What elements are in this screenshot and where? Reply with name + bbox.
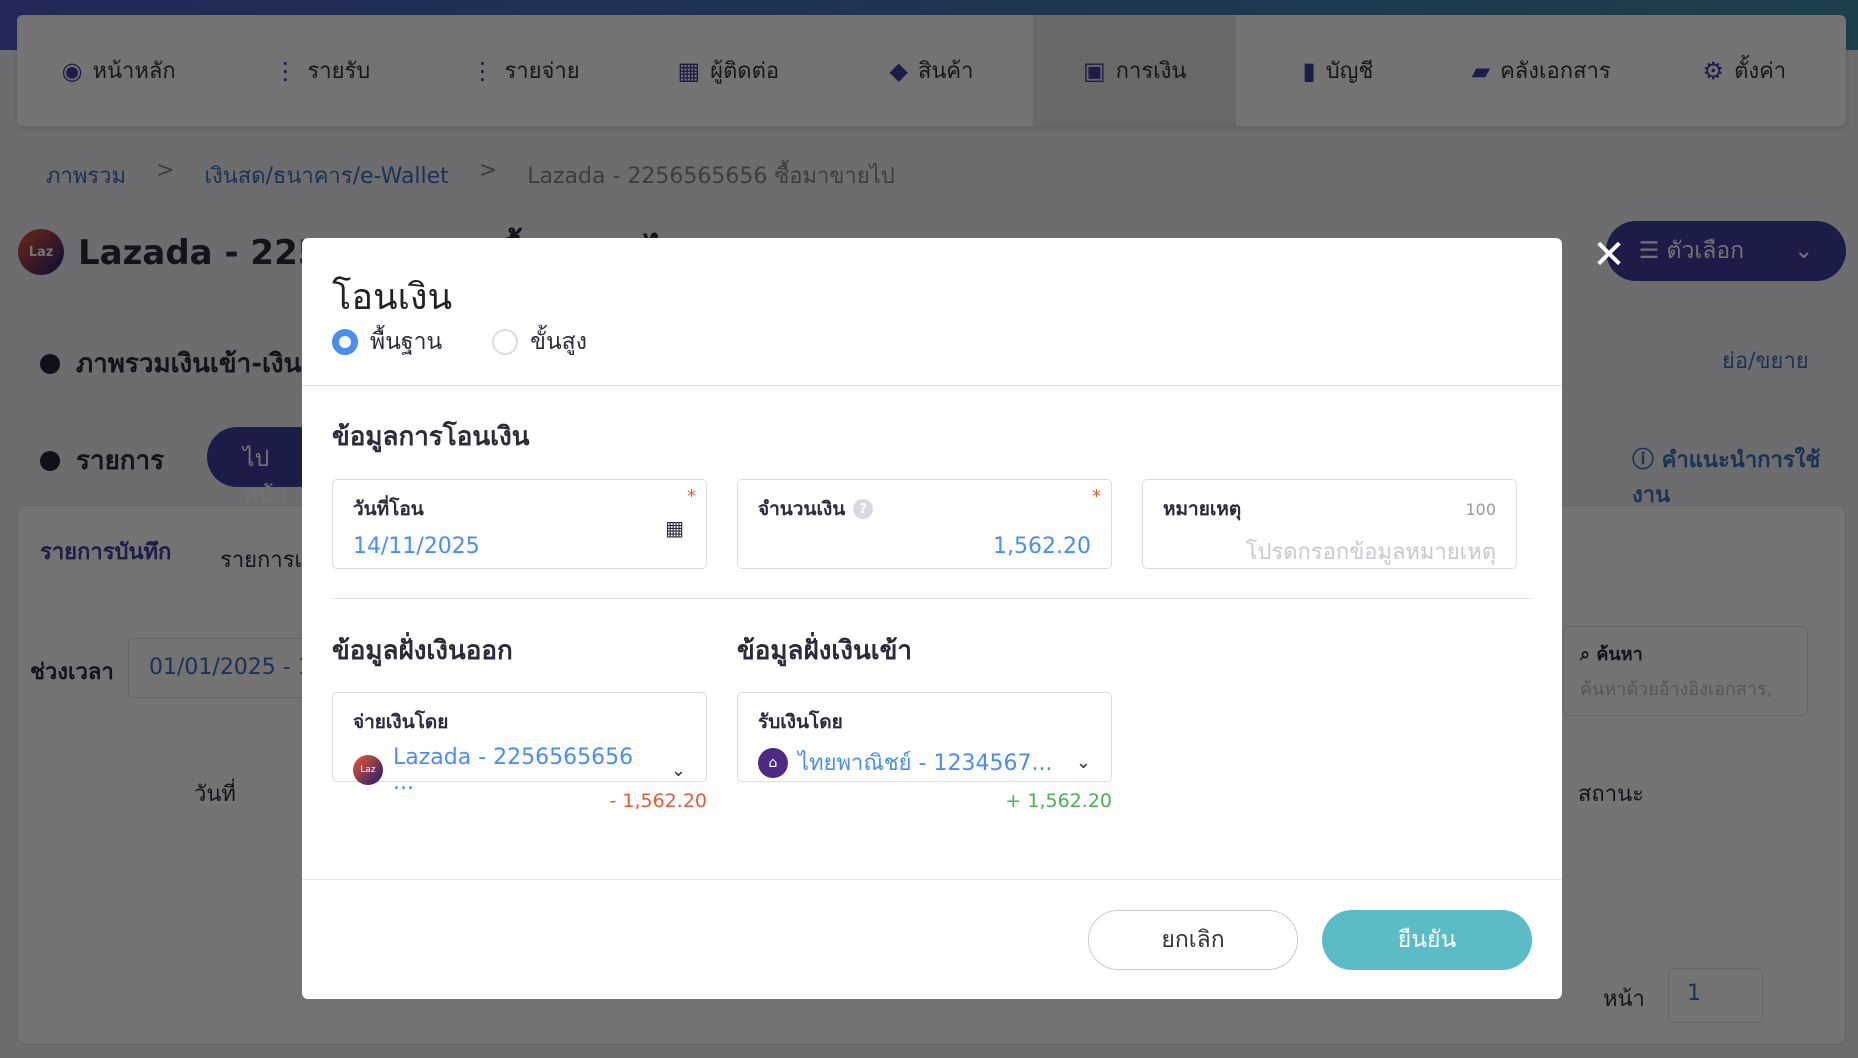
dashboard-icon: ◉ [61,56,83,85]
note-field[interactable]: หมายเหตุ 100 โปรดกรอกข้อมูลหมายเหตุ [1142,479,1517,569]
period-input[interactable]: 01/01/2025 - 1 [128,638,328,698]
nav-item-4[interactable]: ◆ สินค้า [830,15,1033,126]
main-nav: ◉ หน้าหลัก ⋮ รายรับ ⋮ รายจ่าย ▦ ผู้ติดต่อ ◆ สินค้… [17,15,1846,126]
cancel-button[interactable]: ยกเลิก [1088,910,1298,970]
nav-item-3[interactable]: ▦ ผู้ติดต่อ [627,15,830,126]
date-label: วันที่โอน [353,498,424,520]
note-placeholder: โปรดกรอกข้อมูลหมายเหตุ [1245,540,1496,565]
help-link[interactable]: ⓘ คำแนะนำการใช้งาน [1632,448,1821,508]
period-label: ช่วงเวลา [30,660,114,685]
lazada-logo: Laz [353,755,383,785]
receive-by-value: ไทยพาณิชย์ - 1234567... [798,751,1053,776]
date-field[interactable]: * วันที่โอน 14/11/2025 ▦ [332,479,707,569]
date-value: 14/11/2025 [353,534,480,559]
incoming-title: ข้อมูลฝั่งเงินเข้า [737,636,913,666]
list-section: รายการ [40,440,164,481]
page-select[interactable]: 1 [1668,968,1763,1023]
pay-by-value: Lazada - 2256565656 ... [392,745,634,795]
amount-value: 1,562.20 [993,534,1091,559]
chevron-down-icon: ⌄ [670,759,686,781]
pay-by-select[interactable]: จ่ายเงินโดย Laz Lazada - 2256565656 ... ⌄ [332,692,707,795]
transfer-modal: โอนเงิน พื้นฐาน ขั้นสูง ข้อมูลการโอนเงิน… [302,238,1562,999]
mode-radio-group: พื้นฐาน ขั้นสูง [332,324,587,360]
tab-records[interactable]: รายการบันทึก [40,540,172,565]
nav-item-0[interactable]: ◉ หน้าหลัก [17,15,220,126]
scb-bank-logo: ⌂ [758,747,788,778]
nav-item-5[interactable]: ▣ การเงิน [1033,15,1237,126]
list-title: รายการ [76,446,165,476]
money-icon: ▣ [1082,56,1106,85]
lazada-logo: Laz [18,229,64,275]
search-label: ค้นหา [1596,644,1643,665]
nav-item-label: การเงิน [1115,59,1187,84]
incoming-amount: + 1,562.20 [1005,790,1112,812]
receive-by-label: รับเงินโดย [758,711,843,733]
nav-item-label: ตั้งค่า [1734,59,1787,84]
book-icon: ▮ [1302,56,1316,85]
gear-icon: ⚙ [1702,56,1725,85]
help-label: คำแนะนำการใช้งาน [1632,448,1821,508]
nav-item-label: สินค้า [917,59,974,84]
breadcrumb-cash[interactable]: เงินสด/ธนาคาร/e-Wallet [204,164,449,189]
divider [302,385,1562,386]
collapse-toggle[interactable]: ย่อ/ขยาย [1722,349,1809,374]
radio-basic-label: พื้นฐาน [370,329,443,355]
amount-field[interactable]: * จำนวนเงิน? 1,562.20 [737,479,1112,569]
options-label: ตัวเลือก [1666,238,1745,264]
nav-item-2[interactable]: ⋮ รายจ่าย [423,15,626,126]
nav-item-label: ผู้ติดต่อ [710,59,780,84]
nav-item-label: รายรับ [307,59,371,84]
outgoing-title: ข้อมูลฝั่งเงินออก [332,636,513,666]
radio-advanced[interactable]: ขั้นสูง [492,324,587,360]
search-placeholder: ค้นหาด้วยอ้างอิงเอกสาร, [1580,679,1773,700]
close-icon[interactable]: ✕ [1592,232,1626,278]
options-button[interactable]: ☰ ตัวเลือก ⌄ [1606,221,1846,281]
note-limit: 100 [1465,499,1496,519]
breadcrumb: ภาพรวม > เงินสด/ธนาคาร/e-Wallet > Lazada -… [46,158,895,193]
nav-item-7[interactable]: ▰ คลังเอกสาร [1440,15,1643,126]
receive-by-select[interactable]: รับเงินโดย ⌂ ไทยพาณิชย์ - 1234567... ⌄ [737,692,1112,782]
chevron-down-icon: ⌄ [1075,752,1091,773]
modal-title: โอนเงิน [332,277,453,318]
breadcrumb-current: Lazada - 2256565656 ซื้อมาขายไป [527,164,895,189]
calendar-icon[interactable]: ▦ [665,516,684,540]
expense-icon: ⋮ [470,56,495,85]
nav-item-6[interactable]: ▮ บัญชี [1236,15,1439,126]
nav-item-label: บัญชี [1325,59,1374,84]
pay-by-label: จ่ายเงินโดย [353,711,449,733]
nav-item-label: หน้าหลัก [92,59,176,84]
col-date[interactable]: วันที่ [194,782,236,807]
col-status[interactable]: สถานะ [1578,782,1644,807]
divider [332,598,1532,599]
contacts-icon: ▦ [677,56,701,85]
tab-other[interactable]: รายการเ [220,548,303,573]
divider [302,879,1562,880]
transfer-info-title: ข้อมูลการโอนเงิน [332,422,530,452]
chevron-down-icon: ⌄ [1794,238,1814,264]
outgoing-amount: - 1,562.20 [609,790,707,812]
income-icon: ⋮ [273,56,298,85]
help-icon[interactable]: ? [853,499,874,519]
nav-item-8[interactable]: ⚙ ตั้งค่า [1643,15,1846,126]
confirm-button[interactable]: ยืนยัน [1322,910,1532,970]
note-label: หมายเหตุ [1163,498,1242,520]
nav-item-1[interactable]: ⋮ รายรับ [220,15,423,126]
nav-item-label: คลังเอกสาร [1500,59,1611,84]
radio-basic[interactable]: พื้นฐาน [332,324,442,360]
page-label: หน้า [1603,987,1645,1012]
folder-icon: ▰ [1471,56,1491,85]
box-icon: ◆ [889,56,908,85]
radio-advanced-label: ขั้นสูง [530,329,587,355]
breadcrumb-overview[interactable]: ภาพรวม [46,164,127,189]
amount-label: จำนวนเงิน [758,498,846,520]
search-box[interactable]: ⌕ ค้นหา ค้นหาด้วยอ้างอิงเอกสาร, [1563,626,1808,716]
nav-item-label: รายจ่าย [504,59,580,84]
